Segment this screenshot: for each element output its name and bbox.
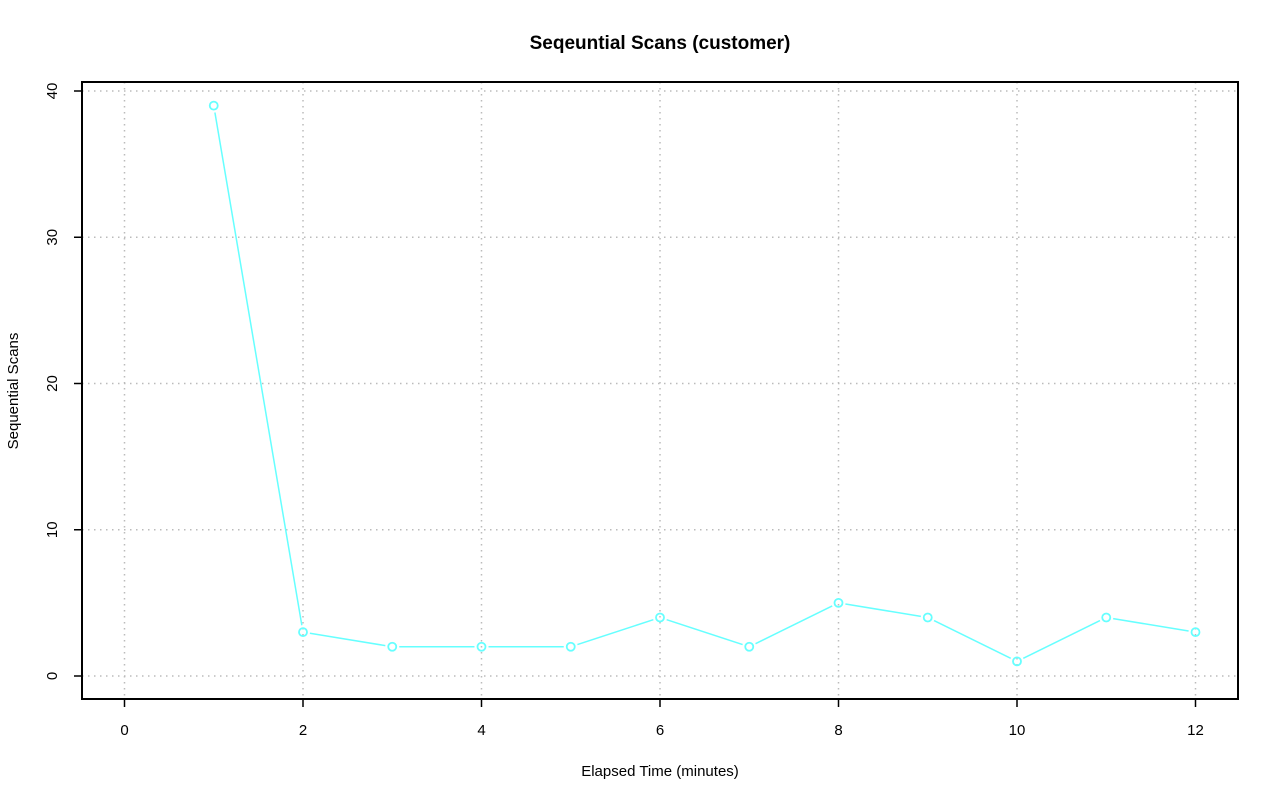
- series-line-segment: [309, 632, 386, 647]
- series-line-segment: [933, 619, 1012, 659]
- series-line-segment: [1022, 619, 1101, 659]
- data-point: [476, 641, 487, 652]
- y-tick-label: 30: [44, 229, 61, 246]
- chart-title: Seqeuntial Scans (customer): [530, 33, 791, 54]
- data-point: [1012, 656, 1022, 667]
- data-point: [922, 612, 933, 623]
- data-point: [208, 100, 219, 111]
- y-tick-label: 0: [44, 672, 61, 680]
- x-axis-label: Elapsed Time (minutes): [581, 763, 739, 780]
- x-tick-label: 10: [1009, 722, 1026, 739]
- series-line-segment: [577, 618, 654, 646]
- data-point: [833, 597, 844, 608]
- grid-lines: [82, 82, 1238, 699]
- x-tick-label: 2: [299, 722, 307, 739]
- data-point: [1190, 627, 1201, 638]
- data-point: [1101, 612, 1112, 623]
- series-line-segment: [755, 605, 833, 645]
- series-line-segment: [1113, 617, 1189, 632]
- y-tick-label: 10: [44, 521, 61, 538]
- series-line-segment: [666, 618, 743, 646]
- data-point: [565, 641, 576, 652]
- data-point: [387, 641, 398, 652]
- series-line-segment: [214, 112, 303, 626]
- data-point: [744, 641, 755, 652]
- y-tick-label: 40: [44, 83, 61, 100]
- tick-marks: 0 2 4 6 8 10 12 0 10 20 30 40: [44, 83, 1204, 739]
- y-axis-label: Sequential Scans: [5, 333, 22, 450]
- x-tick-label: 0: [120, 722, 128, 739]
- plot-frame: [81, 81, 1239, 700]
- x-tick-label: 4: [477, 722, 485, 739]
- series-line-segment: [845, 603, 921, 618]
- x-tick-label: 6: [656, 722, 664, 739]
- data-series: [208, 100, 1201, 667]
- data-point: [298, 627, 308, 638]
- x-tick-label: 8: [834, 722, 842, 739]
- data-point: [655, 612, 665, 623]
- y-tick-label: 20: [44, 375, 61, 392]
- x-tick-label: 12: [1187, 722, 1204, 739]
